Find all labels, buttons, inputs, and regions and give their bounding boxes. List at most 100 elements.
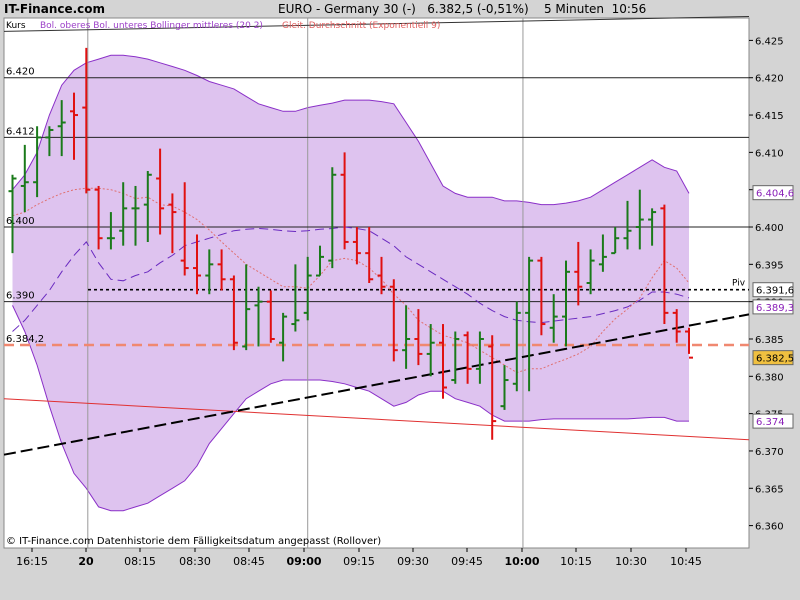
ohlc-bar: [340, 152, 349, 250]
legend-kurs: Kurs: [6, 21, 26, 31]
ohlc-bar: [279, 312, 288, 362]
x-tick-label: 08:15: [124, 555, 156, 568]
x-tick-label: 09:00: [286, 555, 321, 568]
ohlc-bar: [20, 144, 29, 213]
ohlc-bar: [635, 189, 644, 250]
y-tick-label: 6.370: [755, 447, 784, 458]
y-tick-label: 6.400: [755, 223, 784, 234]
ohlc-bar: [193, 234, 201, 295]
ohlc-bar: [451, 331, 460, 384]
price-tag-box: [752, 413, 794, 429]
ohlc-bar: [463, 331, 472, 384]
ohlc-bar: [168, 193, 177, 254]
ohlc-bar: [229, 275, 238, 351]
price-tag-label: 6.389,3: [756, 303, 794, 314]
bollinger-bands: [12, 54, 690, 512]
price-tag-label: 6.404,6: [756, 189, 794, 200]
y-tick-label: 6.415: [755, 111, 784, 122]
ohlc-bar: [316, 245, 324, 277]
site-name: IT-Finance.com: [4, 2, 106, 16]
price-tag-label: 6.374: [756, 417, 785, 428]
ohlc-bar: [562, 260, 570, 347]
chart-title: EURO - Germany 30 (-) 6.382,5 (-0,51%) 5…: [278, 2, 647, 16]
bollinger-middle-line: [12, 226, 690, 332]
ohlc-bar: [549, 294, 558, 343]
ohlc-bar: [291, 264, 300, 332]
x-tick-label: 10:45: [670, 555, 702, 568]
ohlc-bar: [574, 241, 583, 306]
bollinger-lower-line: [12, 305, 689, 512]
level-label: 6.400: [6, 216, 35, 227]
x-tick-label: 10:00: [504, 555, 539, 568]
bollinger-upper-line: [12, 54, 690, 206]
price-tag-box: [752, 185, 794, 201]
ohlc-bar: [598, 234, 607, 272]
y-tick-label: 6.425: [755, 36, 784, 47]
ohlc-bar: [488, 335, 497, 440]
ohlc-bar: [266, 290, 275, 343]
ohlc-bar: [611, 227, 620, 255]
ohlc-bar: [106, 212, 115, 250]
ohlc-bar: [303, 256, 312, 321]
price-tag-label: 6.391,6: [756, 286, 794, 297]
ohlc-bar: [254, 286, 263, 347]
y-tick-label: 6.360: [755, 522, 784, 533]
ohlc-bar: [45, 126, 54, 157]
y-tick-label: 6.365: [755, 484, 784, 495]
indicator-lines: [3, 187, 750, 456]
y-tick-label: 6.420: [755, 74, 784, 85]
ohlc-bar: [525, 256, 534, 392]
ohlc-bar: [377, 256, 386, 295]
x-tick-label: 16:15: [16, 555, 48, 568]
x-tick-label: 09:15: [343, 555, 375, 568]
x-tick-label: 20: [78, 555, 94, 568]
ohlc-bar: [328, 167, 337, 269]
ohlc-bar: [70, 92, 78, 160]
ohlc-bar: [131, 185, 140, 246]
ohlc-bar: [365, 227, 374, 283]
level-label: 6.390: [6, 291, 35, 302]
ohlc-bar: [143, 171, 152, 242]
ohlc-bar: [660, 204, 669, 325]
ohlc-bar: [512, 301, 521, 392]
level-label: 6.420: [6, 67, 35, 78]
chart-header: IT-Finance.com EURO - Germany 30 (-) 6.3…: [0, 0, 800, 18]
x-tick-label: 08:30: [179, 555, 211, 568]
x-tick-label: 10:30: [615, 555, 647, 568]
x-tick-label: 09:30: [397, 555, 429, 568]
price-tag-box: [752, 299, 794, 315]
ohlc-bar: [242, 264, 251, 351]
ohlc-bar: [537, 256, 546, 336]
ohlc-bar: [426, 324, 435, 377]
x-tick-label: 10:15: [560, 555, 592, 568]
ohlc-bar: [352, 227, 361, 265]
y-tick-label: 6.385: [755, 335, 784, 346]
ohlc-bar: [33, 126, 42, 198]
ohlc-bar: [389, 279, 398, 362]
ohlc-bar: [414, 309, 423, 366]
ohlc-bar: [439, 324, 447, 399]
ohlc-bar: [94, 185, 103, 250]
y-tick-label: 6.380: [755, 372, 784, 383]
legend-ema: Gleit. Durchschnitt (Exponentiell 9): [282, 21, 440, 31]
ohlc-bar: [119, 182, 128, 246]
price-tag-box: [752, 350, 794, 366]
ohlc-bar: [648, 208, 657, 246]
level-label: 6.384,2: [6, 334, 44, 345]
y-tick-label: 6.395: [755, 260, 784, 271]
level-label: 6.412: [6, 126, 35, 137]
red-trend-line: [3, 398, 750, 441]
ohlc-bar: [586, 249, 595, 295]
ohlc-bar: [672, 309, 681, 343]
ohlc-bar: [475, 331, 484, 384]
footer-note: © IT-Finance.com Datenhistorie dem Fälli…: [6, 536, 381, 547]
y-tick-label: 6.410: [755, 148, 784, 159]
pivot-label: Piv: [732, 279, 746, 289]
ohlc-bar: [8, 174, 17, 254]
legend-bollinger: Bol. oberes Bol. unteres Bollinger mittl…: [40, 21, 263, 31]
ohlc-bar: [623, 200, 632, 250]
price-tag-label: 6.382,5: [756, 354, 794, 365]
x-tick-label: 09:45: [451, 555, 483, 568]
ohlc-bar: [217, 249, 226, 291]
